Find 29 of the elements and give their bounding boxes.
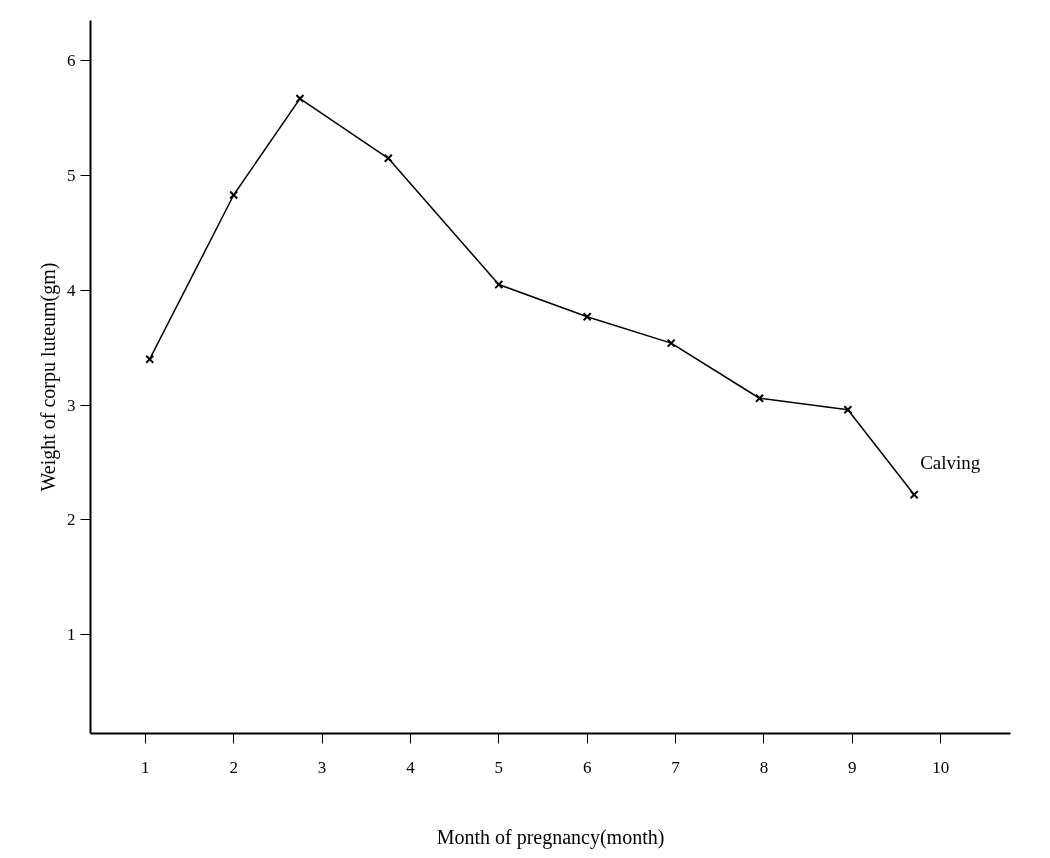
point: [666, 338, 676, 348]
x-tick-label: 7: [671, 757, 681, 777]
x-tick-label: 10: [932, 757, 950, 777]
x-axis-title: Month of pregnancy(month): [436, 825, 665, 849]
y-tick-label: 1: [67, 625, 76, 645]
point: [843, 405, 853, 415]
y-tick-label: 3: [67, 395, 76, 415]
x-tick-label: 2: [229, 757, 238, 777]
x-tick-label: 1: [141, 757, 150, 777]
x-tick-label: 8: [759, 757, 769, 777]
y-tick-label: 2: [67, 510, 76, 530]
x-tick-label: 3: [317, 757, 327, 777]
point: [582, 312, 592, 322]
point: [383, 153, 393, 163]
point: [909, 490, 919, 500]
y-tick-label: 4: [67, 280, 76, 300]
annotation: Calving: [920, 451, 981, 473]
x-tick-label: 4: [406, 757, 416, 777]
y-tick-label: 6: [67, 51, 76, 71]
x-tick-label: 5: [494, 757, 504, 777]
point: [754, 393, 765, 403]
y-axis-title: Weight of corpu luteum(gm): [37, 262, 60, 492]
point: [494, 280, 504, 290]
y-tick-label: 5: [67, 166, 76, 185]
point: [145, 354, 155, 364]
point: [295, 94, 305, 104]
x-tick-label: 6: [582, 757, 592, 777]
x-tick-label: 9: [848, 757, 857, 777]
point: [229, 190, 239, 200]
